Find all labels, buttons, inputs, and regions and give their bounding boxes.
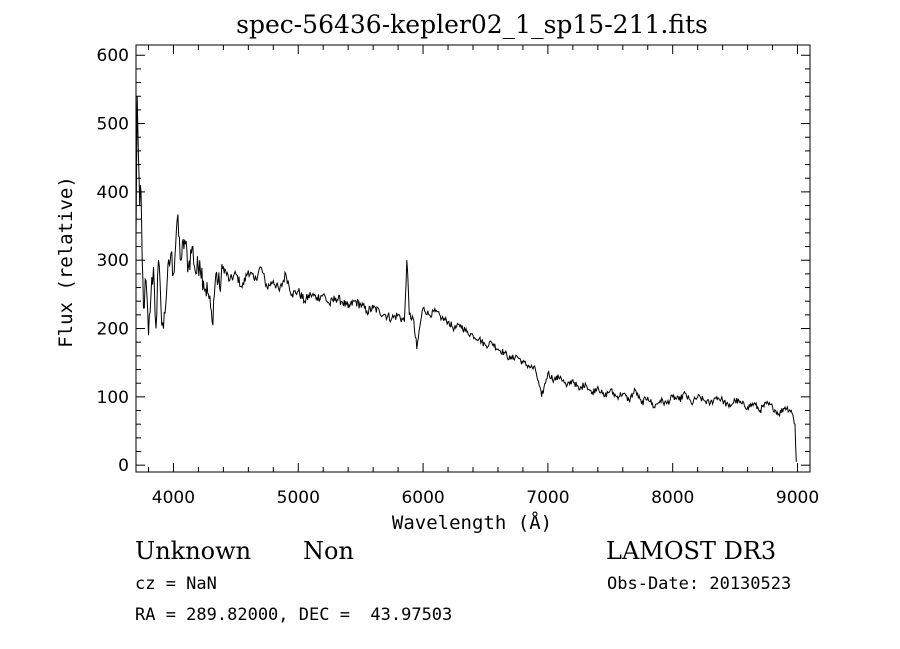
y-tick-label: 0: [118, 456, 129, 476]
x-tick-label: 4000: [152, 488, 195, 508]
chart-title: spec-56436-kepler02_1_sp15-211.fits: [236, 10, 708, 39]
coords-label: RA = 289.82000, DEC = 43.97503: [135, 605, 452, 625]
cz-label: cz = NaN: [135, 574, 217, 594]
y-tick-label: 300: [97, 251, 129, 271]
x-tick-label: 7000: [526, 488, 569, 508]
y-tick-label: 100: [97, 388, 129, 408]
x-axis-label: Wavelength (Å): [392, 511, 552, 534]
y-tick-label: 600: [97, 46, 129, 66]
survey-label: LAMOST DR3: [606, 537, 776, 565]
x-tick-label: 5000: [277, 488, 320, 508]
spectrum-line: [135, 96, 797, 462]
y-tick-label: 200: [97, 320, 129, 340]
x-tick-label: 8000: [651, 488, 694, 508]
y-tick-label: 400: [97, 183, 129, 203]
obs-date-label: Obs-Date: 20130523: [607, 574, 791, 594]
x-axis-ticks: 4000 5000 6000 7000 8000 9000: [147, 45, 819, 508]
object-subclass-label: Non: [303, 537, 354, 565]
y-axis-label: Flux (relative): [55, 176, 77, 348]
y-axis-ticks: 0 100 200 300 400 500 600: [97, 46, 810, 476]
x-tick-label: 9000: [776, 488, 819, 508]
x-tick-label: 6000: [401, 488, 444, 508]
object-class-label: Unknown: [135, 537, 251, 565]
y-tick-label: 500: [97, 115, 129, 135]
plot-frame: [135, 44, 811, 473]
